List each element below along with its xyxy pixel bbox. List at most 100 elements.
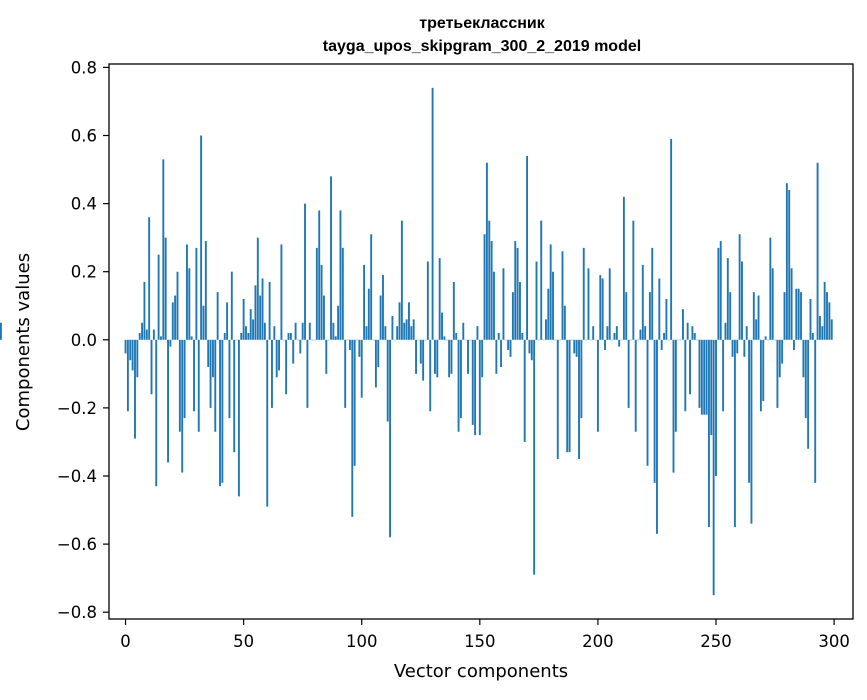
bar [819, 316, 821, 340]
bar [330, 176, 332, 339]
bar-series [0, 88, 833, 595]
bar [663, 333, 665, 340]
bar [460, 340, 462, 418]
bar [477, 326, 479, 340]
bar [472, 340, 474, 425]
bar [132, 340, 134, 371]
bar [684, 340, 686, 412]
bar [795, 289, 797, 340]
bar [247, 333, 249, 340]
bar [519, 282, 521, 340]
bar [814, 340, 816, 483]
y-tick-label: −0.2 [57, 399, 97, 418]
bar [391, 316, 393, 340]
bar [547, 289, 549, 340]
bar [791, 268, 793, 340]
bar [377, 340, 379, 367]
bar [155, 340, 157, 486]
chart-title: третьеклассник [419, 15, 545, 32]
bar [713, 340, 715, 595]
bar [285, 340, 287, 394]
bar [776, 340, 778, 408]
x-tick-label: 100 [346, 632, 378, 651]
bar [528, 340, 530, 354]
bar [316, 248, 318, 340]
bar [800, 292, 802, 340]
bar [569, 340, 571, 452]
bar [689, 340, 691, 394]
bar [552, 272, 554, 340]
bar [344, 340, 346, 408]
bar [727, 258, 729, 340]
bar [167, 340, 169, 463]
bar [562, 251, 564, 340]
bar [741, 261, 743, 339]
bar [368, 289, 370, 340]
bar [321, 265, 323, 340]
bar [623, 197, 625, 340]
bar [172, 302, 174, 339]
bar [200, 136, 202, 340]
bar [701, 340, 703, 415]
bar [363, 265, 365, 340]
bar [750, 340, 752, 524]
bar [488, 221, 490, 340]
bar [602, 279, 604, 340]
bar [781, 340, 783, 364]
bar [351, 340, 353, 517]
bar [710, 340, 712, 435]
bar [573, 340, 575, 354]
bar [467, 340, 469, 374]
bar [609, 268, 611, 340]
bar [198, 340, 200, 432]
bar [207, 340, 209, 367]
bar [828, 302, 830, 339]
y-tick-label: −0.6 [57, 535, 97, 554]
bar [382, 275, 384, 340]
bar [533, 340, 535, 575]
bar [238, 340, 240, 497]
bar [439, 258, 441, 340]
bar [786, 183, 788, 340]
bar [748, 340, 750, 483]
bar [269, 282, 271, 340]
bar [507, 340, 509, 350]
bar [141, 323, 143, 340]
bar [536, 261, 538, 339]
bar [410, 326, 412, 340]
bar [649, 292, 651, 340]
x-tick-label: 200 [582, 632, 614, 651]
bar [746, 326, 748, 340]
bar [127, 340, 129, 412]
bar [694, 333, 696, 340]
bar [824, 282, 826, 340]
bar [821, 326, 823, 340]
bar [323, 296, 325, 340]
y-tick-label: 0.6 [71, 127, 97, 146]
bar [753, 292, 755, 340]
bar [271, 340, 273, 408]
bar [332, 323, 334, 340]
y-tick-label: −0.8 [57, 603, 97, 622]
bar [203, 306, 205, 340]
bar [280, 244, 282, 339]
bar [448, 340, 450, 377]
bar [420, 340, 422, 364]
bar [139, 333, 141, 340]
bar [502, 268, 504, 340]
bar [273, 326, 275, 340]
bar [557, 340, 559, 459]
x-tick-label: 50 [233, 632, 254, 651]
bar [245, 326, 247, 340]
bar [583, 248, 585, 340]
bar [550, 244, 552, 339]
bar [817, 163, 819, 340]
bar [408, 302, 410, 339]
bar [318, 210, 320, 339]
bar [665, 299, 667, 340]
bar [226, 302, 228, 339]
bar [802, 340, 804, 377]
bar [812, 333, 814, 340]
